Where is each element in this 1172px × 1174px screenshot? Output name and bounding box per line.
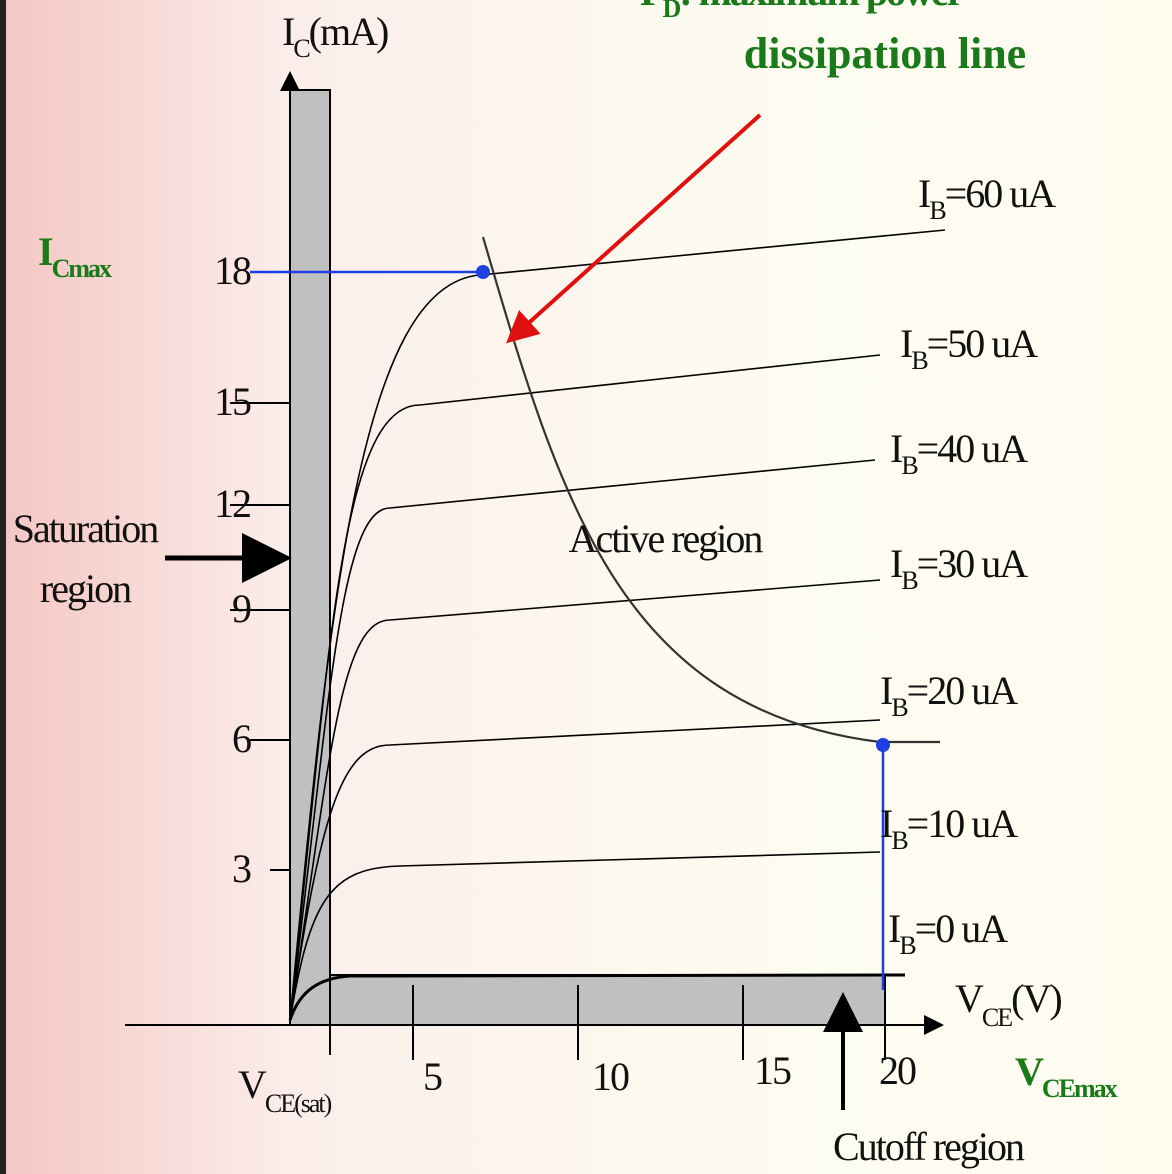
sub: C bbox=[293, 34, 309, 63]
sub: Cmax bbox=[52, 254, 112, 283]
symbol: I bbox=[888, 906, 900, 951]
rest: =20 uA bbox=[907, 668, 1019, 713]
saturation-label: region bbox=[40, 566, 132, 611]
symbol: V bbox=[238, 1062, 267, 1107]
unit: (mA) bbox=[309, 9, 388, 54]
title-rest: : maximum power bbox=[679, 0, 964, 14]
symbol: I bbox=[880, 668, 892, 713]
x-tick-label: 20 bbox=[879, 1048, 916, 1093]
unit: (V) bbox=[1011, 976, 1061, 1021]
y-tick-label: 12 bbox=[214, 481, 250, 526]
saturation-label: Saturation bbox=[13, 506, 159, 551]
y-tick-label: 18 bbox=[214, 248, 251, 293]
sub: CE bbox=[982, 1003, 1012, 1032]
rest: =40 uA bbox=[917, 426, 1029, 471]
left-edge bbox=[0, 0, 6, 1174]
y-tick-label: 15 bbox=[214, 379, 251, 424]
page: PD: maximum power dissipation line IC(mA… bbox=[0, 0, 1172, 1174]
sub: CEmax bbox=[1042, 1074, 1118, 1103]
max-voltage-point bbox=[876, 738, 890, 752]
diagram: PD: maximum power dissipation line IC(mA… bbox=[0, 0, 1172, 1174]
rest: =0 uA bbox=[915, 906, 1009, 951]
symbol: I bbox=[918, 171, 930, 216]
symbol: I bbox=[282, 9, 294, 54]
rest: =30 uA bbox=[917, 541, 1029, 586]
y-tick-label: 3 bbox=[232, 846, 251, 891]
y-tick-label: 6 bbox=[232, 716, 251, 761]
rest: =10 uA bbox=[907, 801, 1019, 846]
symbol: V bbox=[1015, 1049, 1044, 1094]
symbol: I bbox=[880, 801, 892, 846]
title-sub: D bbox=[662, 0, 680, 23]
title-line2: dissipation line bbox=[744, 29, 1026, 78]
rest: =60 uA bbox=[945, 171, 1057, 216]
rest: =50 uA bbox=[927, 321, 1039, 366]
x-tick-label: 5 bbox=[423, 1054, 442, 1099]
active-label: Active region bbox=[569, 516, 764, 561]
sub: CE(sat) bbox=[265, 1089, 332, 1118]
title-symbol: P bbox=[640, 0, 664, 14]
cutoff-label: Cutoff region bbox=[833, 1124, 1025, 1169]
x-tick-label: 15 bbox=[754, 1048, 791, 1093]
symbol: V bbox=[955, 976, 984, 1021]
x-tick-label: 10 bbox=[592, 1054, 629, 1099]
symbol: I bbox=[890, 541, 902, 586]
symbol: I bbox=[890, 426, 902, 471]
max-current-point bbox=[476, 265, 490, 279]
symbol: I bbox=[900, 321, 912, 366]
y-tick-label: 9 bbox=[232, 586, 251, 631]
